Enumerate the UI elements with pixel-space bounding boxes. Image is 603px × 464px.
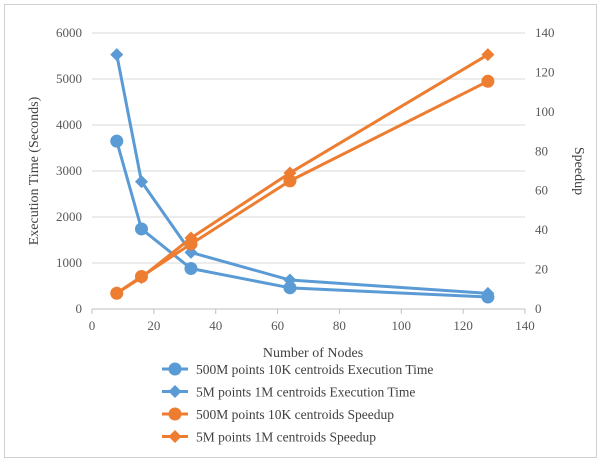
- chart-frame: [4, 4, 597, 458]
- y2-tick-label: 140: [535, 25, 555, 40]
- series-3: [110, 74, 495, 300]
- y2-axis-ticks: 0 20 40 60 80 100 120 140: [535, 25, 555, 316]
- data-point: [134, 222, 148, 236]
- y-axis-label: Execution Time (Seconds): [27, 96, 42, 245]
- legend-swatch-marker: [168, 407, 182, 421]
- y2-tick-label: 80: [535, 143, 548, 158]
- data-point: [110, 48, 124, 62]
- data-point: [110, 134, 124, 148]
- legend-item: 500M points 10K centroids Execution Time: [162, 362, 433, 377]
- legend-label: 5M points 1M centroids Execution Time: [196, 385, 415, 400]
- data-point: [134, 270, 148, 284]
- legend-label: 5M points 1M centroids Speedup: [196, 430, 376, 445]
- data-point: [283, 273, 297, 287]
- legend-label: 500M points 10K centroids Execution Time: [196, 362, 433, 377]
- data-point: [481, 286, 495, 300]
- y2-tick-label: 120: [535, 64, 555, 79]
- x-axis-ticks: 0 20 40 60 80 100 120 140: [89, 309, 535, 333]
- data-point: [184, 262, 198, 276]
- x-axis-label: Number of Nodes: [263, 346, 363, 361]
- data-point: [283, 166, 297, 180]
- y2-tick-label: 100: [535, 104, 555, 119]
- x-tick-label: 40: [209, 318, 222, 333]
- legend-swatch-marker: [168, 385, 182, 398]
- data-point: [283, 174, 297, 188]
- y2-tick-label: 20: [535, 262, 548, 277]
- y-tick-label: 5000: [56, 71, 82, 86]
- x-tick-label: 100: [392, 318, 412, 333]
- legend: 500M points 10K centroids Execution Time…: [162, 362, 433, 445]
- data-point: [134, 175, 148, 189]
- y-tick-label: 2000: [56, 209, 82, 224]
- data-point: [110, 286, 124, 300]
- series-line: [115, 79, 489, 295]
- legend-item: 500M points 10K centroids Speedup: [162, 407, 394, 422]
- data-point: [283, 281, 297, 295]
- series-1: [110, 134, 495, 304]
- x-tick-label: 140: [515, 318, 535, 333]
- data-point: [481, 48, 495, 62]
- y2-tick-label: 0: [535, 301, 542, 316]
- legend-label: 500M points 10K centroids Speedup: [196, 407, 394, 422]
- y-tick-label: 1000: [56, 255, 82, 270]
- y2-tick-label: 60: [535, 183, 548, 198]
- y-tick-label: 0: [76, 301, 83, 316]
- data-point: [481, 74, 495, 88]
- x-tick-label: 60: [271, 318, 284, 333]
- x-tick-label: 20: [147, 318, 160, 333]
- data-point: [184, 231, 198, 245]
- legend-item: 5M points 1M centroids Execution Time: [162, 385, 415, 400]
- legend-swatch-marker: [168, 362, 182, 376]
- x-tick-label: 0: [89, 318, 96, 333]
- y-axis-ticks: 0 1000 2000 3000 4000 5000 6000: [56, 25, 82, 316]
- y-tick-label: 6000: [56, 25, 82, 40]
- y-tick-label: 4000: [56, 117, 82, 132]
- legend-swatch-marker: [168, 430, 182, 443]
- x-tick-label: 80: [333, 318, 346, 333]
- y2-tick-label: 40: [535, 222, 548, 237]
- series-4: [110, 48, 495, 300]
- y2-axis-label: Speedup: [571, 147, 586, 195]
- legend-item: 5M points 1M centroids Speedup: [162, 430, 376, 445]
- x-tick-label: 120: [453, 318, 473, 333]
- series-group: [110, 48, 495, 304]
- y-tick-label: 3000: [56, 163, 82, 178]
